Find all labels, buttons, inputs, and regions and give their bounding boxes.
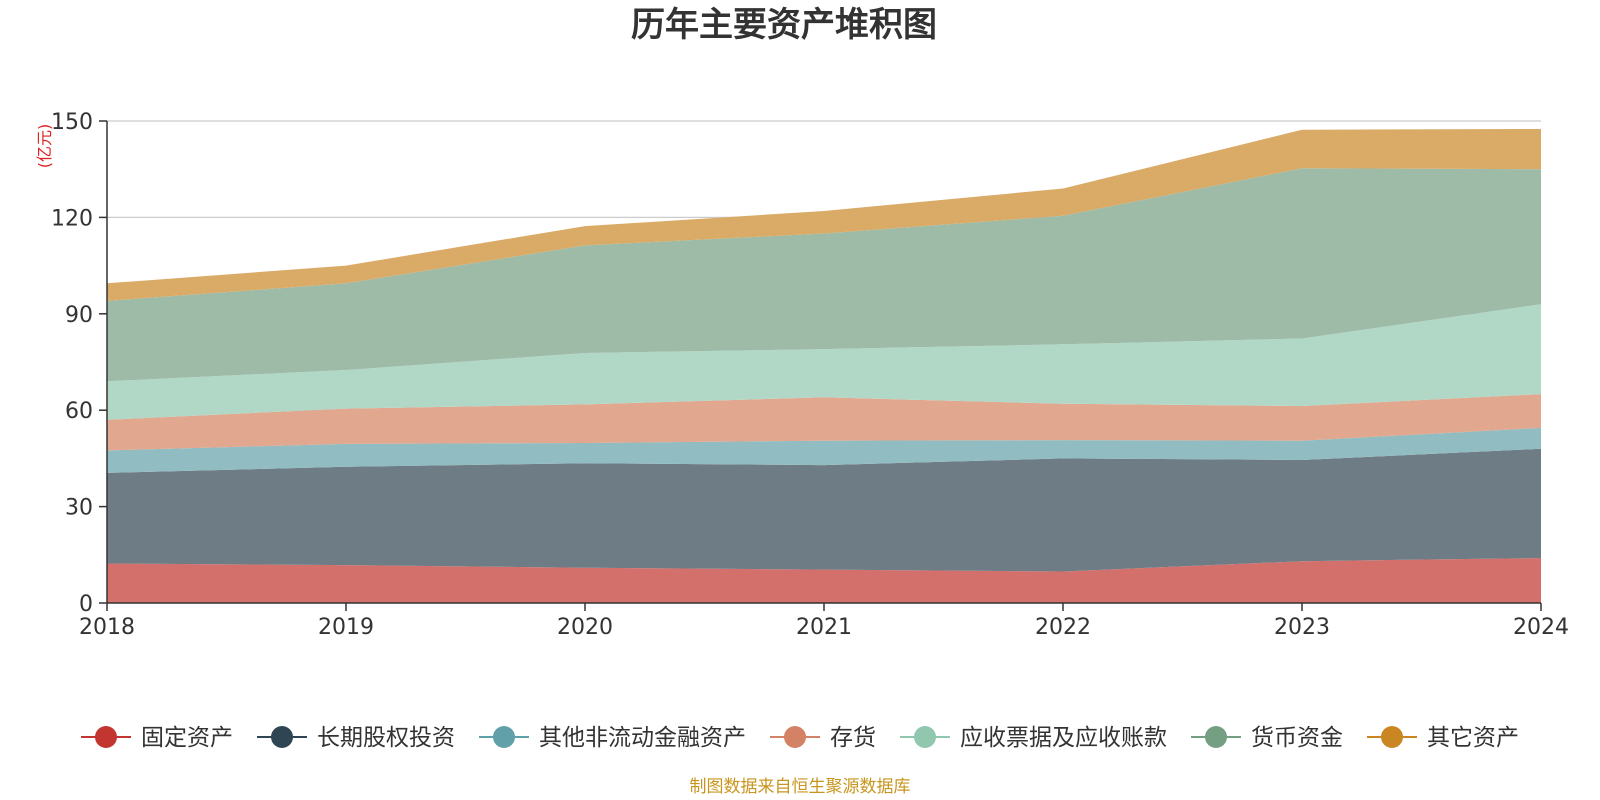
area-series: [107, 448, 1541, 572]
legend-item: 固定资产: [81, 725, 233, 751]
stacked-areas: [107, 129, 1541, 603]
legend-marker: [784, 726, 806, 748]
y-tick-label: 60: [65, 399, 93, 424]
legend-label: 存货: [830, 725, 876, 751]
y-tick-label: 0: [79, 592, 93, 617]
legend-item: 其它资产: [1367, 725, 1519, 751]
area-series: [107, 168, 1541, 382]
legend-item: 存货: [770, 725, 876, 751]
x-tick-label: 2024: [1513, 615, 1569, 640]
y-tick-label: 90: [65, 303, 93, 328]
y-tick-label: 120: [51, 206, 93, 231]
legend-marker: [271, 726, 293, 748]
legend-item: 应收票据及应收账款: [900, 725, 1167, 751]
legend-label: 货币资金: [1251, 725, 1343, 751]
x-tick-label: 2023: [1274, 615, 1330, 640]
x-tick-label: 2021: [796, 615, 852, 640]
legend-marker: [1205, 726, 1227, 748]
x-tick-label: 2018: [79, 615, 135, 640]
x-tick-label: 2019: [318, 615, 374, 640]
area-series: [107, 558, 1541, 603]
y-tick-label: 30: [65, 496, 93, 521]
legend: 固定资产 长期股权投资 其他非流动金融资产 存货 应收票据及应收账款 货币资金 其它资产: [81, 725, 1519, 751]
chart-title: 历年主要资产堆积图: [631, 5, 937, 45]
x-tick-label: 2020: [557, 615, 613, 640]
area-series: [107, 427, 1541, 473]
x-tick-label: 2022: [1035, 615, 1091, 640]
area-series: [107, 304, 1541, 420]
data-source-note: 制图数据来自恒生聚源数据库: [690, 777, 911, 797]
legend-label: 固定资产: [141, 725, 233, 751]
area-series: [107, 129, 1541, 301]
axes: 0 30 60 90 120 150 2018 2019 2020 2021 2022 2023 202…: [51, 110, 1569, 640]
legend-item: 长期股权投资: [257, 725, 455, 751]
legend-item: 其他非流动金融资产: [479, 725, 746, 751]
legend-label: 应收票据及应收账款: [960, 725, 1167, 751]
legend-marker: [493, 726, 515, 748]
legend-label: 长期股权投资: [317, 725, 455, 751]
area-series: [107, 394, 1541, 451]
legend-marker: [1381, 726, 1403, 748]
legend-marker: [914, 726, 936, 748]
legend-label: 其它资产: [1427, 725, 1519, 751]
legend-marker: [95, 726, 117, 748]
y-tick-label: 150: [51, 110, 93, 135]
legend-item: 货币资金: [1191, 725, 1343, 751]
y-axis-unit: (亿元): [35, 124, 54, 169]
legend-label: 其他非流动金融资产: [539, 725, 746, 751]
